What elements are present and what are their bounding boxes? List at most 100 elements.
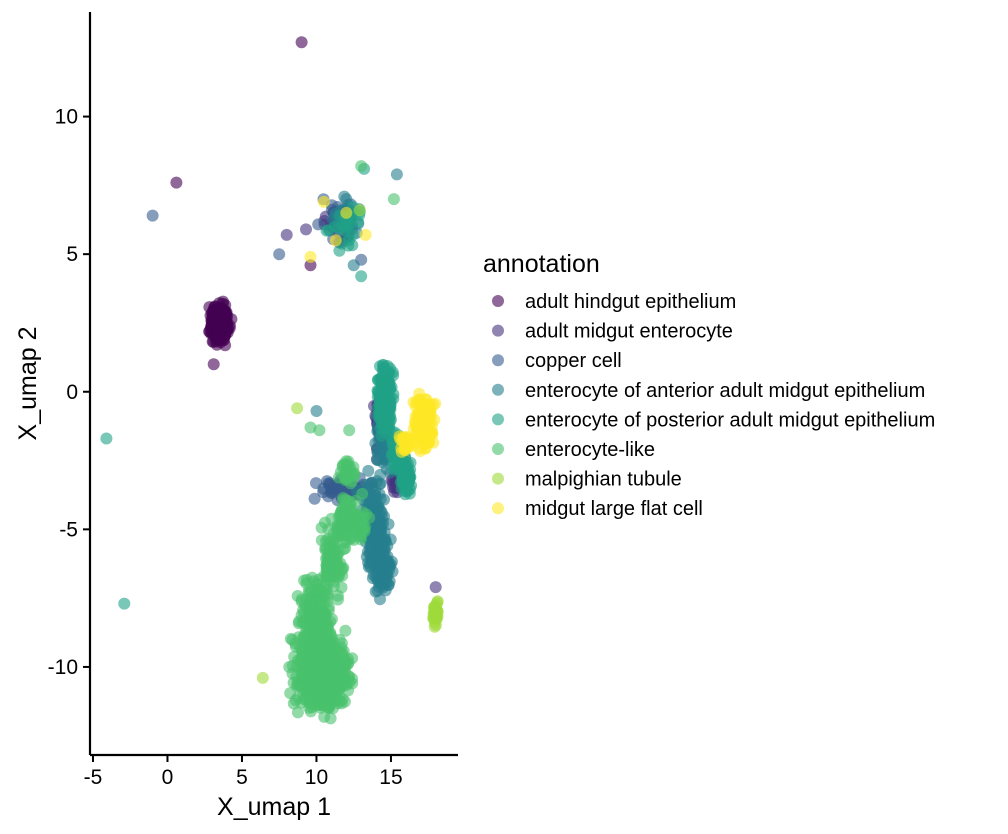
data-point (295, 36, 308, 49)
legend-key (492, 472, 504, 485)
legend-key (492, 502, 504, 515)
data-point (353, 204, 366, 217)
data-point (337, 543, 350, 556)
legend-item: enterocyte-like (492, 439, 655, 461)
data-point (419, 441, 432, 454)
data-point (100, 432, 113, 445)
axes-layer (88, 12, 458, 757)
data-point (429, 601, 442, 614)
data-point (170, 176, 183, 189)
data-point (312, 631, 325, 644)
data-point (317, 195, 330, 208)
data-point (256, 671, 269, 684)
data-point (328, 559, 341, 572)
data-point (324, 712, 337, 725)
legend-item: copper cell (492, 350, 622, 372)
data-point (313, 424, 326, 437)
data-point (378, 417, 391, 430)
data-point (273, 248, 286, 261)
data-point (359, 228, 372, 241)
legend-label: enterocyte-like (525, 439, 655, 461)
data-point (321, 568, 334, 581)
data-point (378, 372, 391, 385)
data-point (390, 168, 403, 181)
data-point (315, 534, 328, 547)
data-point (409, 400, 422, 413)
y-tick-label: 0 (66, 381, 78, 404)
legend-label: adult hindgut epithelium (525, 291, 736, 313)
legend-item: adult midgut enterocyte (492, 321, 733, 343)
data-point (326, 684, 339, 697)
x-axis-title: X_umap 1 (217, 793, 331, 821)
series-enterocyte-like (283, 160, 400, 725)
data-point (213, 302, 226, 315)
legend-key (492, 413, 504, 426)
data-point (302, 640, 315, 653)
data-point (376, 443, 389, 456)
legend-key (492, 443, 504, 455)
data-point (322, 701, 335, 714)
data-point (423, 398, 436, 411)
data-point (404, 433, 417, 446)
legend-item: adult hindgut epithelium (492, 291, 736, 313)
legend-key (492, 324, 504, 337)
data-point (374, 477, 387, 490)
legend-key (492, 383, 504, 396)
data-point (362, 464, 375, 477)
legend-label: enterocyte of posterior adult midgut epi… (525, 409, 935, 431)
legend-key (492, 354, 504, 367)
data-point (213, 317, 226, 329)
data-point (380, 571, 393, 584)
data-point (376, 545, 389, 558)
data-point (320, 670, 333, 683)
y-tick-label: -5 (59, 518, 78, 541)
series-malpighian-tubule (256, 204, 444, 684)
legend-key (492, 295, 504, 307)
data-point (146, 209, 159, 222)
legend-item: midgut large flat cell (492, 498, 703, 520)
series-adult-hindgut-epithelium (170, 36, 353, 371)
data-point (384, 533, 397, 546)
x-tick-label: 10 (305, 766, 328, 789)
data-point (427, 611, 440, 624)
data-point (403, 471, 416, 484)
data-point (291, 402, 304, 415)
data-point (320, 653, 333, 666)
data-point (308, 662, 321, 675)
data-point (207, 358, 220, 371)
x-tick-label: 0 (162, 766, 174, 789)
legend-item: enterocyte of posterior adult midgut epi… (492, 409, 935, 431)
data-point (368, 489, 381, 502)
data-point (340, 494, 353, 506)
y-tick-label: -10 (48, 656, 78, 679)
legend-items: adult hindgut epithelium adult midgut ent… (492, 291, 935, 520)
data-point (340, 206, 353, 219)
data-point (316, 682, 329, 695)
data-point (378, 408, 391, 421)
data-point (315, 614, 328, 627)
data-point (322, 549, 335, 562)
data-point (343, 424, 356, 437)
data-point (355, 160, 368, 173)
legend-label: midgut large flat cell (525, 498, 703, 520)
y-tick-label: 10 (55, 106, 78, 129)
data-point (280, 228, 293, 241)
data-point (374, 468, 387, 481)
data-point (381, 360, 394, 372)
data-point (310, 405, 323, 417)
data-point (304, 591, 317, 604)
data-point (337, 656, 350, 669)
data-point (373, 554, 386, 567)
data-point (320, 224, 333, 237)
legend-title: annotation (483, 250, 600, 278)
legend-label: enterocyte of anterior adult midgut epit… (525, 380, 925, 402)
data-point (429, 581, 442, 594)
legend-label: adult midgut enterocyte (525, 321, 733, 343)
data-point (347, 259, 360, 272)
data-point (310, 477, 322, 490)
y-tick-label: 5 (66, 243, 78, 266)
data-point (304, 259, 317, 272)
series-midgut-large-flat-cell (304, 195, 442, 458)
data-point (329, 234, 342, 247)
